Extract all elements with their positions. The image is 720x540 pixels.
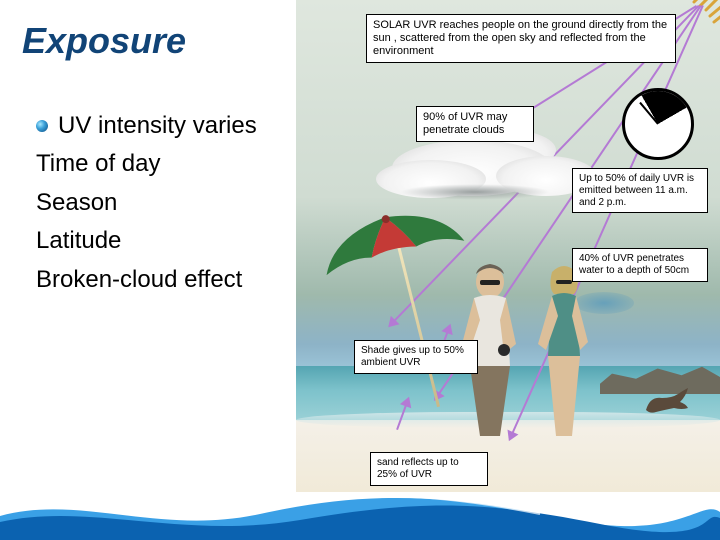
label-sand: sand reflects up to 25% of UVR — [370, 452, 488, 486]
cloud-icon — [400, 184, 550, 200]
label-water: 40% of UVR penetrates water to a depth o… — [572, 248, 708, 282]
bullet-text: UV intensity varies — [58, 110, 257, 142]
list-item: Broken-cloud effect — [36, 264, 276, 296]
person-woman-icon — [530, 260, 600, 446]
list-item: Time of day — [36, 148, 276, 180]
label-time: Up to 50% of daily UVR is emitted betwee… — [572, 168, 708, 213]
bullet-list: UV intensity varies Time of day Season L… — [36, 110, 276, 296]
footer-wave-icon — [0, 488, 720, 540]
bullet-main: UV intensity varies — [36, 110, 276, 142]
page-title: Exposure — [22, 20, 186, 62]
label-solar: SOLAR UVR reaches people on the ground d… — [366, 14, 676, 63]
bullet-icon — [36, 120, 48, 132]
list-item: Latitude — [36, 225, 276, 257]
clock-icon — [622, 88, 694, 160]
seal-icon — [644, 386, 690, 414]
label-shade: Shade gives up to 50% ambient UVR — [354, 340, 478, 374]
uvr-diagram: SOLAR UVR reaches people on the ground d… — [296, 0, 720, 492]
clock-wedge — [625, 91, 691, 157]
slide: Exposure UV intensity varies Time of day… — [0, 0, 720, 540]
label-cloud: 90% of UVR may penetrate clouds — [416, 106, 534, 142]
list-item: Season — [36, 187, 276, 219]
